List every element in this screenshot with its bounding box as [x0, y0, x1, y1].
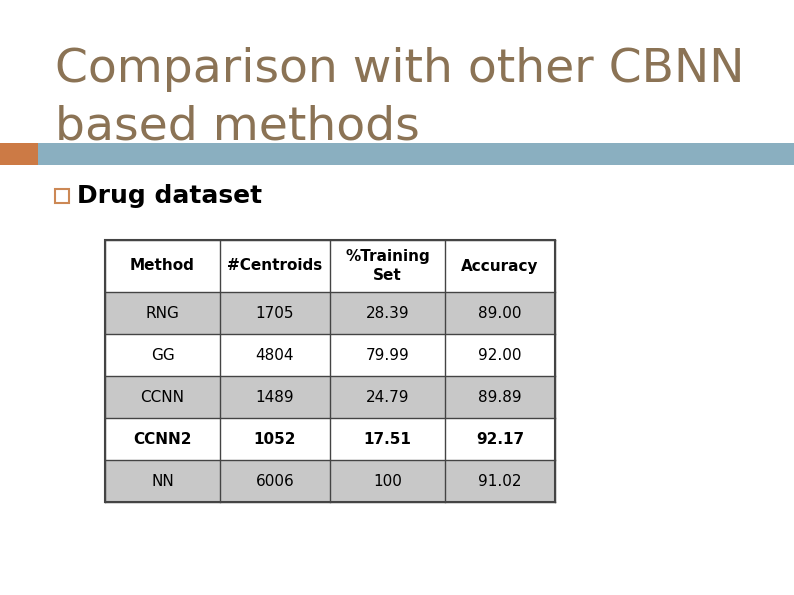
Bar: [105, 460, 555, 502]
Text: 92.17: 92.17: [476, 431, 524, 446]
Text: #Centroids: #Centroids: [227, 258, 322, 274]
Text: 79.99: 79.99: [365, 347, 410, 362]
Text: NN: NN: [151, 474, 174, 488]
Bar: [0, 143, 38, 165]
Text: 24.79: 24.79: [366, 390, 409, 405]
Text: 1705: 1705: [256, 305, 295, 321]
Text: 1489: 1489: [256, 390, 295, 405]
Bar: [105, 334, 555, 376]
Bar: [105, 376, 555, 418]
Bar: [38, 143, 794, 165]
Text: CCNN2: CCNN2: [133, 431, 191, 446]
Bar: [55, 189, 69, 203]
Text: 91.02: 91.02: [478, 474, 522, 488]
Text: Comparison with other CBNN: Comparison with other CBNN: [55, 47, 745, 92]
Text: 1052: 1052: [254, 431, 296, 446]
Text: 4804: 4804: [256, 347, 295, 362]
Text: CCNN: CCNN: [141, 390, 184, 405]
Text: Method: Method: [130, 258, 195, 274]
Text: 6006: 6006: [256, 474, 295, 488]
Text: Accuracy: Accuracy: [461, 258, 539, 274]
Text: 28.39: 28.39: [366, 305, 410, 321]
Text: 100: 100: [373, 474, 402, 488]
Bar: [105, 240, 555, 292]
Bar: [105, 240, 555, 502]
Text: 89.00: 89.00: [478, 305, 522, 321]
Text: GG: GG: [151, 347, 175, 362]
Bar: [105, 292, 555, 334]
Text: 92.00: 92.00: [478, 347, 522, 362]
Text: RNG: RNG: [145, 305, 179, 321]
Text: 89.89: 89.89: [478, 390, 522, 405]
Bar: [105, 418, 555, 460]
Text: Drug dataset: Drug dataset: [77, 184, 262, 208]
Text: based methods: based methods: [55, 105, 420, 150]
Text: %Training
Set: %Training Set: [345, 249, 430, 283]
Text: 17.51: 17.51: [364, 431, 411, 446]
